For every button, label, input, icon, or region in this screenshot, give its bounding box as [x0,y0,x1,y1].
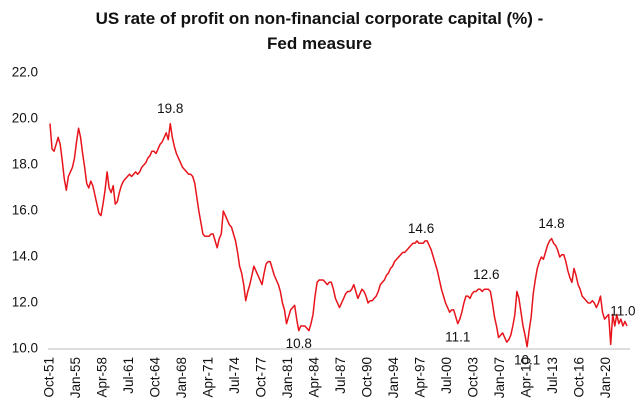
chart-title: US rate of profit on non-financial corpo… [95,9,544,53]
x-tick-label: Jan-55 [68,357,83,398]
value-label: 14.8 [538,216,564,231]
x-tick-label: Jan-68 [174,357,189,398]
y-tick-label: 16.0 [12,203,38,218]
x-tick-label: Oct-16 [572,357,587,398]
data-line [49,122,628,348]
y-tick-label: 18.0 [12,157,38,172]
x-tick-label: Apr-71 [201,357,216,398]
y-tick-label: 12.0 [12,295,38,310]
value-label: 12.6 [473,267,499,282]
x-tick-label: Oct-64 [148,357,163,398]
x-tick-label: Apr-10 [519,357,534,398]
x-tick-label: Jul-00 [439,357,454,394]
x-tick-label: Jul-74 [227,357,242,394]
x-tick-label: Oct-77 [254,357,269,398]
x-tick-label: Jul-13 [545,357,560,394]
value-label: 11.1 [445,329,470,344]
x-tick-label: Jan-20 [598,357,613,398]
y-tick-label: 20.0 [12,111,38,126]
x-tick-label: Apr-58 [95,357,110,398]
value-label: 19.8 [157,101,183,116]
x-tick-label: Oct-51 [42,357,57,398]
value-label: 11.0 [610,304,635,319]
value-label: 14.6 [408,221,434,236]
x-tick-label: Oct-90 [360,357,375,398]
x-tick-label: Jan-07 [492,357,507,398]
x-tick-label: Jan-81 [280,357,295,398]
x-tick-label: Oct-03 [466,357,481,398]
y-tick-label: 22.0 [12,65,38,80]
x-tick-label: Apr-97 [413,357,428,398]
x-tick-label: Jul-87 [333,357,348,394]
value-label: 10.8 [286,336,312,351]
x-tick-label: Jan-94 [386,357,401,399]
value-label: 10.1 [514,352,540,367]
x-tick-label: Jul-61 [121,357,136,394]
y-tick-label: 10.0 [12,341,38,356]
title-box: US rate of profit on non-financial corpo… [0,6,639,56]
x-tick-label: Apr-84 [307,357,322,398]
y-tick-label: 14.0 [12,249,38,264]
